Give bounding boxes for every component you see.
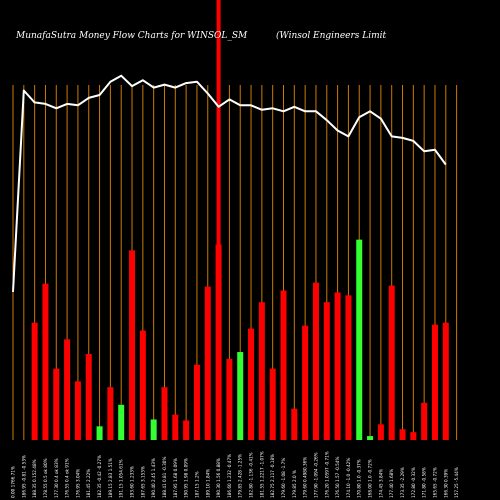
x-tick-label: 172.80 -0.32% [411, 467, 416, 498]
x-tick-label: 157.25 -5.44% [454, 467, 459, 498]
money-flow-bar [442, 322, 449, 440]
money-flow-bar [269, 368, 276, 440]
x-tick-label: 178.55 0.5 ok 80% [43, 458, 48, 498]
x-tick-label: 188.35 0.152.48% [32, 459, 37, 498]
x-tick-label: 176.55 0.4 ok 91% [65, 458, 70, 498]
x-axis-labels: 0.00 1766.71% 186.95 -0.81 -0.53% 188.35 0… [11, 451, 460, 498]
money-flow-bar [280, 290, 287, 440]
money-flow-bar [237, 352, 244, 440]
x-tick-label: 190.95 1.98 0.09% [184, 458, 189, 498]
price-line [12, 74, 447, 292]
x-tick-label: 176.20 1.0597 -0.71% [324, 451, 329, 498]
money-flow-bar [312, 282, 319, 440]
x-tick-label: 182.80 -1.136 -0.41% [249, 452, 254, 498]
x-tick-label: 187.65 3.153% [140, 466, 145, 498]
x-tick-label: 190.40 2.45 1.43% [151, 458, 156, 498]
money-flow-bar [334, 292, 341, 440]
money-flow-bar [31, 322, 38, 440]
x-tick-label: 173.35 -2.29% [400, 467, 405, 498]
x-tick-label: 177.90 -1.094 -0.26% [313, 452, 318, 498]
money-flow-bar [377, 424, 384, 440]
money-flow-bar [139, 330, 146, 440]
chart-title: MunafaSutra Money Flow Charts for WINSOL… [15, 31, 248, 41]
money-flow-bar [399, 429, 406, 440]
x-tick-label: 177.40 1.68% [389, 469, 394, 498]
money-flow-bar [183, 420, 190, 440]
money-flow-bar [204, 286, 211, 440]
x-tick-label: 186.60 1.232 -0.47% [227, 454, 232, 498]
x-tick-label: 181.55 1.2217 -1.07% [259, 451, 264, 498]
x-tick-label: 189.15 2.83 1.51% [108, 458, 113, 498]
money-flow-bar [118, 404, 125, 440]
x-tick-label: 179.85 2.428 -1.25% [238, 454, 243, 498]
money-flow-bar [302, 325, 309, 440]
money-flow-bar [410, 432, 417, 440]
money-flow-bar [345, 295, 352, 440]
x-tick-label: 176.50 1.57 -0.54% [335, 457, 340, 498]
x-tick-label: 176.95 3.04% [75, 469, 80, 498]
x-tick-label: 174.45 3.84% [378, 469, 383, 498]
x-tick-label: 170.80 1.0 -0.37% [357, 459, 362, 498]
money-flow-bar [356, 239, 363, 440]
x-tick-label: 190.30 1.56 0.88% [216, 458, 221, 498]
money-flow-bar [107, 387, 114, 440]
x-tick-label: 179.85 2.0 % [292, 470, 297, 498]
x-tick-label: 174.10 -1.0 -0.42% [346, 458, 351, 498]
money-flow-bar [42, 283, 49, 440]
x-tick-label: 193.60 1.233% [130, 466, 135, 498]
x-tick-label: 188.41 0.81 -0.30% [162, 457, 167, 498]
x-tick-label: 171.80 -0.58% [422, 467, 427, 498]
x-tick-label: 166.30 0.39% [443, 469, 448, 498]
x-tick-label: 191.15 1.054.61% [119, 459, 124, 498]
money-flow-bar [323, 302, 330, 440]
x-tick-label: 0.00 1766.71% [11, 466, 16, 498]
money-flow-bar [226, 358, 233, 440]
money-flow-bar [258, 302, 265, 440]
money-flow-bar [248, 328, 255, 440]
money-flow-bar [129, 250, 136, 440]
x-tick-label: 189.10 1.84% [205, 469, 210, 498]
x-tick-label: 179.60 0.4980.36% [303, 457, 308, 498]
money-flow-bar [367, 436, 374, 440]
x-tick-label: 182.35 -0.42 -0.27% [97, 455, 102, 498]
money-flow-bar [85, 354, 92, 440]
money-flow-bar [64, 339, 71, 440]
x-tick-label: 182.75 2.117 -0.18% [270, 454, 275, 498]
x-tick-label: 179.60 -1.08 -1.7% [281, 458, 286, 498]
money-flow-bar [193, 364, 200, 440]
money-flow-bar [150, 419, 157, 440]
x-tick-label: 187.95 1.68 0.09% [173, 458, 178, 498]
x-tick-label: 186.95 -0.81 -0.53% [21, 455, 26, 498]
money-flow-bar [215, 244, 222, 440]
money-flow-bar [172, 414, 179, 440]
money-flow-bars [31, 239, 449, 440]
x-tick-label: 187.15 1.2% [194, 471, 199, 498]
x-tick-label: 165.65 -0.72% [432, 467, 437, 498]
x-tick-label: 177.30 0.4 ok 83% [54, 458, 59, 498]
money-flow-bar [291, 408, 298, 440]
money-flow-bar [161, 387, 168, 440]
company-name: (Winsol Engineers Limit [276, 30, 387, 41]
x-tick-label: 168.00 1.0 -0.72% [368, 459, 373, 498]
money-flow-bar [53, 368, 60, 440]
money-flow-bar [74, 381, 81, 440]
x-tick-label: 181.45 2.22% [86, 469, 91, 498]
money-flow-bar [431, 324, 438, 440]
money-flow-bar [421, 402, 428, 440]
money-flow-bar [388, 285, 395, 440]
money-flow-bar [96, 426, 103, 440]
